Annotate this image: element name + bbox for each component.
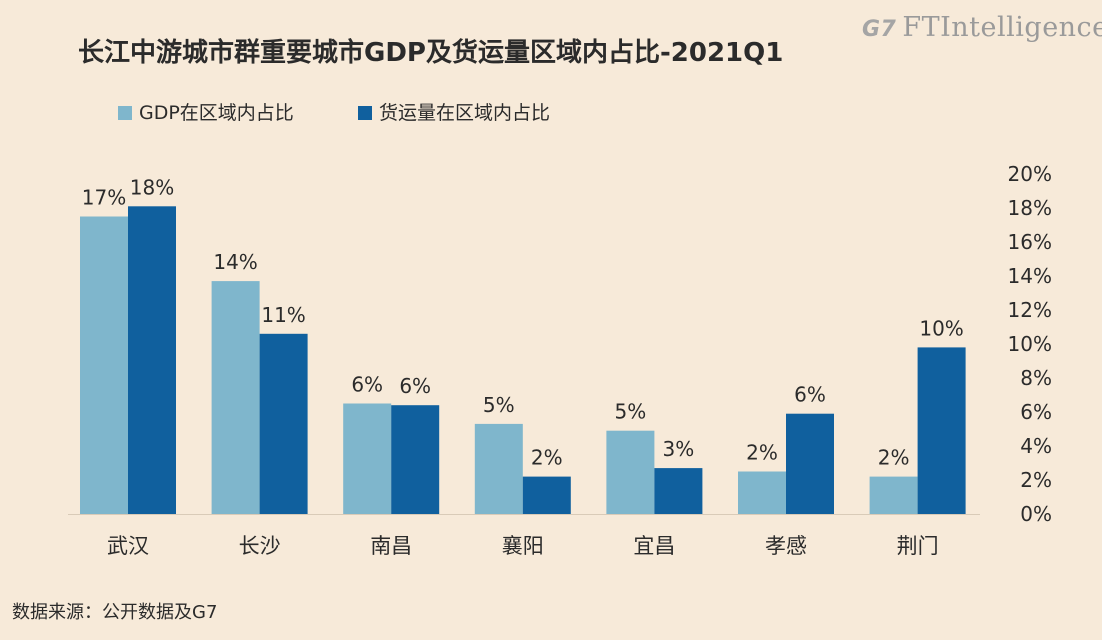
x-tick-label: 长沙	[239, 534, 281, 558]
data-label-gdp: 5%	[483, 393, 515, 417]
bar-gdp	[80, 216, 128, 514]
bar-freight	[128, 206, 176, 515]
x-tick-label: 襄阳	[502, 534, 544, 558]
y-tick-label: 12%	[1008, 298, 1052, 322]
bar-freight	[917, 347, 966, 514]
bar-freight	[654, 468, 703, 514]
bar-freight	[259, 333, 308, 514]
y-tick-label: 2%	[1020, 468, 1052, 492]
g7-logo: G7 FTIntelligence	[862, 12, 1102, 43]
legend-item-gdp: GDP在区域内占比	[118, 98, 294, 125]
y-tick-label: 14%	[1008, 264, 1052, 288]
bar-gdp	[869, 476, 918, 514]
legend-label-gdp: GDP在区域内占比	[139, 102, 294, 124]
g7-mark: G7	[862, 17, 897, 42]
bar-gdp	[474, 423, 523, 514]
ft-intelligence-wordmark: FTIntelligence	[902, 12, 1102, 43]
bar-gdp	[343, 403, 392, 514]
legend-swatch-freight	[358, 106, 372, 120]
data-label-freight: 10%	[919, 316, 963, 340]
x-tick-label: 荆门	[897, 534, 939, 558]
legend-label-freight: 货运量在区域内占比	[379, 102, 551, 124]
data-label-gdp: 6%	[351, 373, 383, 397]
data-label-freight: 18%	[130, 175, 174, 199]
bar-freight	[391, 405, 440, 514]
data-label-gdp: 2%	[878, 446, 910, 470]
data-label-freight: 11%	[261, 303, 305, 327]
chart-title: 长江中游城市群重要城市GDP及货运量区域内占比-2021Q1	[78, 38, 784, 68]
bar-gdp	[606, 430, 655, 514]
data-label-gdp: 17%	[82, 186, 126, 210]
legend-item-freight: 货运量在区域内占比	[358, 98, 550, 125]
source-note: 数据来源：公开数据及G7	[12, 602, 218, 623]
y-tick-label: 16%	[1008, 230, 1052, 254]
data-label-freight: 3%	[663, 437, 695, 461]
y-tick-label: 6%	[1020, 400, 1052, 424]
bar-freight	[522, 476, 571, 514]
bar-freight	[786, 413, 834, 514]
x-tick-label: 孝感	[765, 534, 807, 558]
data-label-gdp: 2%	[746, 441, 778, 465]
y-tick-label: 8%	[1020, 366, 1052, 390]
x-tick-label: 南昌	[370, 534, 412, 558]
data-label-gdp: 14%	[213, 250, 257, 274]
y-tick-label: 0%	[1020, 502, 1052, 526]
data-label-freight: 6%	[794, 383, 826, 407]
x-tick-label: 武汉	[107, 534, 149, 558]
x-tick-label: 宜昌	[633, 534, 675, 558]
data-label-freight: 6%	[399, 374, 431, 398]
y-tick-label: 10%	[1008, 332, 1052, 356]
legend-swatch-gdp	[118, 106, 132, 120]
data-label-gdp: 5%	[615, 400, 647, 424]
y-tick-label: 4%	[1020, 434, 1052, 458]
bar-gdp	[211, 281, 260, 514]
data-label-freight: 2%	[531, 446, 563, 470]
bar-gdp	[738, 471, 786, 514]
y-tick-label: 18%	[1008, 196, 1052, 220]
y-tick-label: 20%	[1008, 162, 1052, 186]
